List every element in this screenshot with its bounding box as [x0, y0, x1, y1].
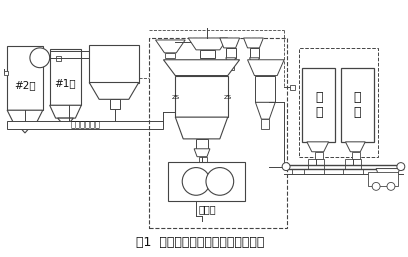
Polygon shape: [250, 58, 259, 65]
Bar: [7, 46, 43, 110]
Polygon shape: [17, 124, 33, 133]
Polygon shape: [376, 169, 400, 184]
Bar: [262, 119, 269, 129]
Bar: [196, 139, 208, 149]
Bar: [346, 159, 361, 169]
Bar: [368, 171, 398, 186]
Bar: [255, 76, 275, 102]
Circle shape: [30, 48, 50, 68]
Bar: [315, 152, 323, 159]
Bar: [89, 45, 139, 82]
Bar: [165, 53, 175, 58]
Polygon shape: [89, 82, 139, 99]
Text: 图1  新增水泥预粉磨工艺流程示意图: 图1 新增水泥预粉磨工艺流程示意图: [136, 236, 264, 249]
Polygon shape: [307, 142, 328, 152]
Bar: [353, 152, 360, 159]
Polygon shape: [188, 38, 228, 50]
Bar: [253, 65, 257, 70]
Bar: [226, 48, 236, 58]
Bar: [199, 157, 207, 162]
Text: ZS: ZS: [171, 95, 180, 100]
Bar: [302, 68, 335, 142]
Bar: [110, 99, 120, 109]
Text: ZS: ZS: [224, 95, 232, 100]
Bar: [4, 71, 8, 75]
Circle shape: [387, 182, 395, 190]
Bar: [290, 86, 295, 90]
Text: 辊压机: 辊压机: [198, 204, 216, 214]
Polygon shape: [155, 40, 185, 53]
Polygon shape: [244, 38, 263, 48]
Circle shape: [282, 163, 290, 171]
Polygon shape: [194, 149, 210, 157]
Polygon shape: [50, 105, 81, 118]
Circle shape: [206, 168, 234, 195]
Text: 空气输送斜槽: 空气输送斜槽: [70, 121, 100, 130]
Bar: [175, 76, 228, 117]
Polygon shape: [175, 117, 228, 139]
Polygon shape: [346, 142, 365, 152]
Bar: [230, 65, 234, 70]
Polygon shape: [164, 60, 239, 76]
Text: 熟
料: 熟 料: [354, 91, 361, 119]
Text: 石
膏: 石 膏: [315, 91, 322, 119]
Bar: [308, 159, 324, 169]
Bar: [55, 56, 60, 61]
Bar: [50, 49, 81, 105]
Bar: [7, 121, 164, 129]
Bar: [169, 162, 244, 201]
Polygon shape: [248, 60, 284, 76]
Bar: [299, 48, 378, 157]
Circle shape: [182, 168, 210, 195]
Polygon shape: [220, 38, 239, 48]
Circle shape: [397, 163, 405, 171]
Bar: [149, 38, 287, 228]
Text: #2库: #2库: [14, 80, 36, 90]
Polygon shape: [58, 118, 73, 127]
Circle shape: [372, 182, 380, 190]
Polygon shape: [255, 102, 275, 119]
Text: #1库: #1库: [55, 78, 76, 88]
Bar: [341, 68, 374, 142]
Bar: [250, 48, 259, 58]
Polygon shape: [7, 110, 43, 124]
Polygon shape: [226, 58, 236, 65]
Bar: [200, 50, 215, 58]
